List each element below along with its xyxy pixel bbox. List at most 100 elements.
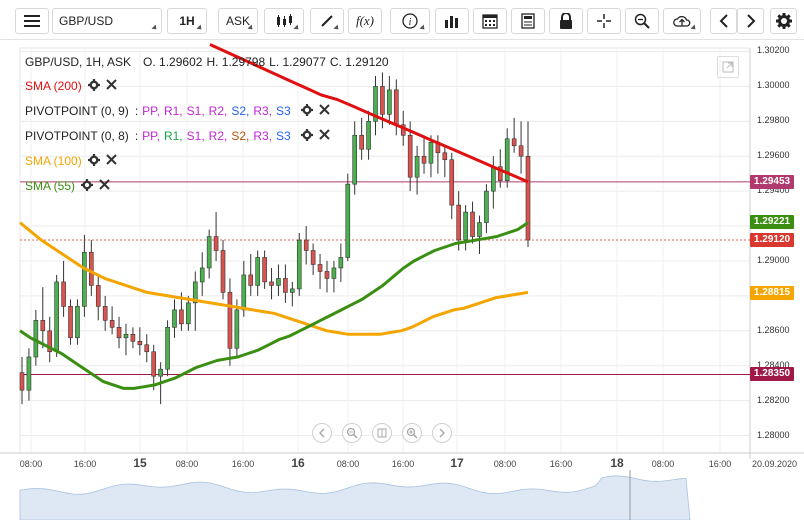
candle-body: [213, 236, 219, 251]
sma200-gear-icon[interactable]: [87, 78, 100, 94]
settings-button[interactable]: [770, 8, 797, 34]
sma200-label: SMA (200): [25, 79, 82, 93]
time-tick-label: 08:00: [493, 459, 517, 469]
pivot1-levels: PP, R1, S1, R2, S2, R3, S3: [142, 104, 295, 118]
symbol-selector[interactable]: GBP/USD: [52, 8, 162, 34]
candle-body: [227, 292, 233, 349]
fit-button[interactable]: [372, 423, 392, 443]
price-tag: 1.29221: [750, 215, 794, 230]
candle: [290, 281, 295, 307]
calendar-button[interactable]: [473, 8, 507, 34]
pivot1-gear-icon[interactable]: [300, 103, 313, 119]
sma55-gear-icon[interactable]: [81, 178, 94, 194]
candle: [130, 327, 136, 349]
candle-body: [283, 278, 288, 293]
zoom-in-button[interactable]: [402, 423, 422, 443]
pivot2-gear-icon[interactable]: [300, 128, 313, 144]
candle-body: [109, 320, 115, 328]
pivot2-label: PIVOTPOINT (0, 8): [25, 129, 129, 143]
indicators-button[interactable]: f(x): [348, 8, 382, 34]
sma200-close-icon[interactable]: [105, 79, 117, 93]
candle-body: [269, 281, 274, 286]
time-tick-label: 15: [133, 456, 147, 470]
sma100-close-icon[interactable]: [105, 154, 117, 168]
function-icon: f(x): [355, 13, 375, 28]
candle: [82, 234, 87, 317]
legend-sma55: SMA (55): [25, 176, 110, 196]
candle-body: [511, 138, 517, 147]
sma100-gear-icon[interactable]: [87, 153, 100, 169]
time-tick-label: 18: [610, 456, 624, 470]
price-tick-label: 1.28200: [757, 394, 790, 405]
candle-body: [75, 306, 80, 339]
pivot-level-label: R3,: [253, 104, 273, 118]
candle: [151, 344, 156, 391]
pivot-level-label: R1,: [163, 129, 183, 143]
draw-button[interactable]: [310, 8, 344, 34]
candle-body: [255, 257, 260, 286]
scroll-right-button[interactable]: [737, 8, 764, 34]
pivot1-close-icon[interactable]: [319, 104, 330, 118]
candle-body: [276, 278, 281, 286]
time-tick-label: 08:00: [19, 459, 43, 469]
cloud-upload-button[interactable]: [663, 8, 701, 34]
symbol-label: GBP/USD: [59, 14, 114, 28]
candle-body: [477, 222, 482, 237]
zoom-out-button[interactable]: [342, 423, 362, 443]
candle: [442, 145, 448, 178]
candle: [213, 212, 219, 261]
ohlc-high: H. 1.29798: [206, 55, 266, 69]
candle-body: [449, 159, 455, 206]
news-button[interactable]: [511, 8, 545, 34]
scroll-left-button[interactable]: [710, 8, 737, 34]
candle-body: [456, 204, 461, 241]
candle: [172, 299, 177, 338]
candle: [428, 135, 434, 178]
price-type-selector[interactable]: ASK: [218, 8, 258, 34]
timeframe-selector[interactable]: 1H: [167, 8, 207, 34]
price-tag: 1.29453: [750, 174, 794, 189]
candle: [19, 356, 25, 405]
forward-button[interactable]: [432, 423, 452, 443]
crosshair-button[interactable]: [587, 8, 621, 34]
candle-body: [414, 155, 420, 178]
candle: [54, 274, 59, 357]
info-button[interactable]: i: [390, 8, 430, 34]
zoom-button[interactable]: [625, 8, 659, 34]
candle-body: [248, 274, 254, 286]
hamburger-menu-button[interactable]: [15, 8, 49, 34]
candle: [310, 243, 316, 275]
candlesticks: [19, 72, 531, 405]
candle-body: [310, 250, 316, 265]
candle: [525, 121, 531, 248]
candle-body: [241, 274, 247, 311]
candle: [102, 295, 108, 331]
price-tag: 1.29120: [750, 233, 794, 248]
candle: [504, 128, 510, 188]
navigator-minimap[interactable]: [0, 468, 804, 520]
candle-body: [61, 281, 66, 307]
price-tick-label: 1.28600: [757, 324, 790, 335]
candle-body: [352, 134, 358, 185]
candle-body: [144, 344, 150, 353]
ohlc-close: C. 1.29120: [329, 55, 389, 69]
zoom-in-icon: [406, 427, 418, 439]
candle: [234, 299, 240, 357]
price-tick-label: 1.29800: [757, 115, 790, 126]
chart-type-button[interactable]: [264, 8, 304, 34]
lock-button[interactable]: [549, 8, 583, 34]
volume-button[interactable]: [435, 8, 469, 34]
candle-body: [428, 141, 434, 164]
expand-button[interactable]: [717, 56, 739, 78]
legend-pivot1: PIVOTPOINT (0, 9) : PP, R1, S1, R2, S2, R3, S3: [25, 101, 330, 121]
pivot2-close-icon[interactable]: [319, 129, 330, 143]
candle-body: [345, 183, 351, 258]
sma55-close-icon[interactable]: [99, 179, 110, 193]
rewind-button[interactable]: [312, 423, 332, 443]
pivot-level-label: PP,: [142, 129, 160, 143]
candle: [373, 75, 378, 136]
pivot2-levels: PP, R1, S1, R2, S2, R3, S3: [142, 129, 295, 143]
candle-body: [296, 239, 302, 290]
price-tick-label: 1.29600: [757, 150, 790, 161]
